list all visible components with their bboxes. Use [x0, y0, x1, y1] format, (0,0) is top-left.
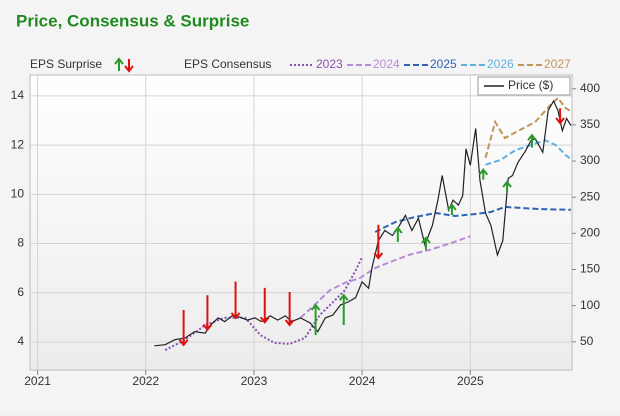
y-tick-label: 10: [11, 187, 25, 201]
surprise-arrow: [447, 203, 457, 215]
x-tick-label: 2022: [132, 374, 159, 388]
y2-tick-label: 150: [580, 262, 600, 276]
series-line: [299, 235, 471, 319]
surprise-arrow: [393, 226, 403, 242]
y-tick-label: 6: [17, 285, 24, 299]
surprise-arrow: [373, 224, 384, 260]
y2-tick-label: 100: [580, 298, 600, 312]
chart-title: Price, Consensus & Surprise: [16, 11, 249, 30]
surprise-arrow: [230, 281, 241, 320]
y-tick-label: 12: [11, 137, 25, 151]
x-tick-label: 2025: [457, 374, 484, 388]
surprise-arrow: [502, 180, 512, 192]
legend-label: 2024: [373, 57, 400, 71]
surprise-label: EPS Surprise: [30, 57, 102, 71]
price-legend-box: [477, 76, 571, 96]
surprise-arrow: [310, 303, 321, 336]
legend-label: 2025: [430, 57, 457, 71]
y2-tick-label: 200: [580, 226, 600, 240]
surprise-arrow: [478, 168, 489, 180]
y2-tick-label: 300: [580, 153, 600, 167]
surprise-arrow: [555, 108, 565, 125]
legend-label: 2023: [316, 57, 343, 71]
surprise-arrow: [178, 309, 189, 347]
y-tick-label: 8: [17, 236, 24, 250]
y-tick-label: 4: [17, 334, 24, 348]
y2-tick-label: 50: [580, 334, 594, 348]
x-tick-label: 2021: [24, 374, 51, 388]
legend-label: Price ($): [508, 78, 553, 92]
y2-tick-label: 250: [580, 189, 600, 203]
x-tick-label: 2023: [241, 374, 268, 388]
legend-title: EPS Consensus: [184, 57, 271, 71]
surprise-arrow: [338, 293, 349, 325]
series-line: [484, 96, 573, 159]
legend-up-arrow: [114, 57, 124, 71]
series-line: [374, 205, 571, 233]
y2-tick-label: 350: [580, 117, 600, 131]
legend: 2023 2024 2025 2026 2027 Price ($): [290, 57, 571, 92]
y2-tick-label: 400: [580, 81, 600, 95]
legend-label: 2026: [487, 57, 514, 71]
x-tick-label: 2024: [349, 374, 376, 388]
legend-down-arrow: [124, 59, 134, 73]
surprise-arrow: [284, 292, 295, 327]
legend-label: 2027: [544, 57, 571, 71]
surprise-arrow: [421, 236, 431, 250]
surprise-arrow: [202, 295, 213, 332]
plot-area: [29, 74, 573, 371]
y-tick-label: 14: [11, 88, 25, 102]
surprise-arrow: [527, 133, 537, 148]
surprise-arrow: [259, 287, 270, 324]
